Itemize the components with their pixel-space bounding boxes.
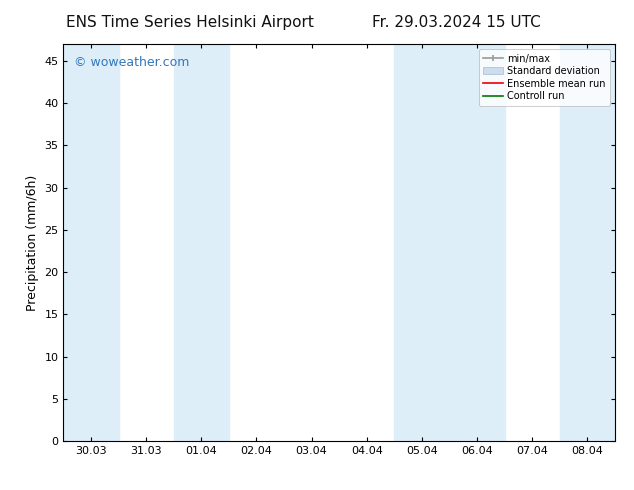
Legend: min/max, Standard deviation, Ensemble mean run, Controll run: min/max, Standard deviation, Ensemble me… [479,49,610,106]
Bar [394,44,505,441]
Bar [174,44,229,441]
Bar [560,44,615,441]
Text: © woweather.com: © woweather.com [74,56,190,69]
Text: ENS Time Series Helsinki Airport: ENS Time Series Helsinki Airport [67,15,314,30]
Bar [63,44,119,441]
Text: Fr. 29.03.2024 15 UTC: Fr. 29.03.2024 15 UTC [372,15,541,30]
Y-axis label: Precipitation (mm/6h): Precipitation (mm/6h) [26,174,39,311]
